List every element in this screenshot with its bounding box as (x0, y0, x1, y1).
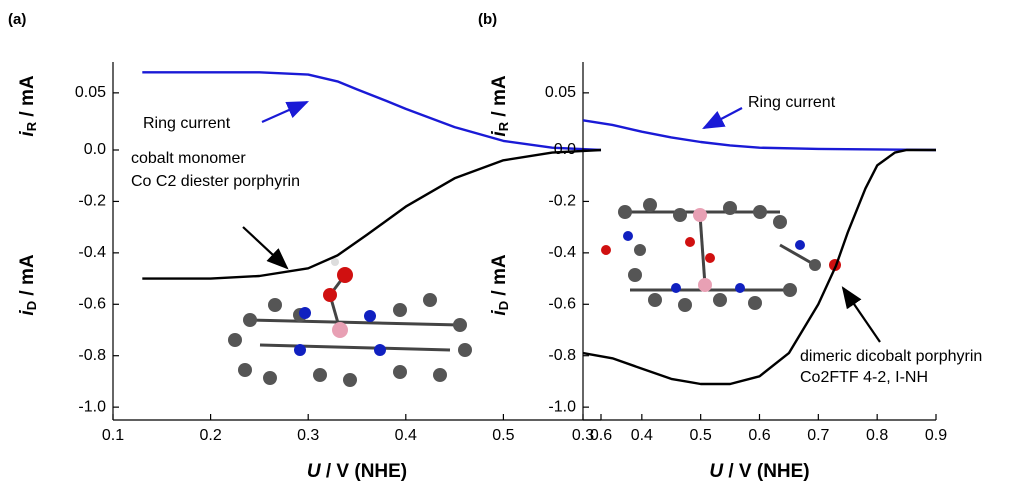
y-tick-label: -0.8 (78, 347, 106, 364)
axis-symbol: i (17, 310, 38, 316)
annotation-arrow (242, 226, 289, 270)
annotation: Co C2 diester porphyrin (131, 173, 300, 190)
y-tick-label: -0.6 (78, 296, 106, 313)
x-tick-label: 0.4 (631, 427, 653, 444)
axis-unit: / mA (489, 254, 510, 301)
axis-symbol: i (17, 131, 38, 137)
y-tick-label: 0.0 (84, 141, 106, 158)
y-tick-label: 0.0 (554, 141, 576, 158)
x-tick-label: 0.5 (492, 427, 514, 444)
panel-label: (a) (8, 11, 26, 28)
x-tick-label: 0.6 (748, 427, 770, 444)
axis-subscript: R (496, 121, 511, 131)
axis-symbol: U (307, 461, 322, 482)
annotation: dimeric dicobalt porphyrin (800, 348, 982, 365)
y-tick-label: -0.4 (548, 244, 576, 261)
axis-label: U / V (NHE) (709, 461, 809, 482)
axis-label: iR / mA (17, 75, 39, 136)
x-tick-label: 0.6 (590, 427, 612, 444)
annotation-arrow (841, 286, 881, 343)
axis-subscript: D (496, 301, 511, 310)
axis-unit: / mA (17, 75, 38, 122)
molecule-b (601, 198, 841, 312)
axis-label: iD / mA (489, 254, 511, 315)
axis-unit: / V (NHE) (723, 461, 810, 482)
molecule-a (228, 258, 472, 387)
data-line (582, 148, 936, 386)
y-tick-label: -1.0 (548, 398, 576, 415)
annotation: Ring current (143, 115, 231, 132)
axis-unit: / mA (17, 254, 38, 301)
y-tick-label: -0.2 (78, 193, 106, 210)
y-tick-label: -0.2 (548, 193, 576, 210)
y-tick-label: 0.05 (75, 84, 106, 101)
axis-symbol: U (709, 461, 724, 482)
axis-unit: / mA (489, 75, 510, 122)
x-tick-label: 0.4 (395, 427, 417, 444)
y-tick-label: -0.8 (548, 347, 576, 364)
x-tick-label: 0.3 (572, 427, 594, 444)
y-tick-label: -1.0 (78, 398, 106, 415)
data-line (142, 148, 602, 280)
data-line (582, 119, 937, 152)
annotation-arrow (702, 107, 743, 130)
x-tick-label: 0.3 (297, 427, 319, 444)
panel-label: (b) (478, 11, 497, 28)
annotation: cobalt monomer (131, 150, 246, 167)
x-tick-label: 0.8 (866, 427, 888, 444)
data-line (142, 71, 602, 152)
y-tick-label: -0.6 (548, 296, 576, 313)
x-tick-label: 0.9 (925, 427, 947, 444)
axis-unit: / V (NHE) (321, 461, 408, 482)
annotation: Co2FTF 4-2, I-NH (800, 369, 928, 386)
axis-subscript: D (24, 301, 39, 310)
x-tick-label: 0.5 (690, 427, 712, 444)
axis-symbol: i (489, 131, 510, 137)
y-tick-label: -0.4 (78, 244, 106, 261)
x-tick-label: 0.2 (199, 427, 221, 444)
axis-subscript: R (24, 121, 39, 131)
x-tick-label: 0.7 (807, 427, 829, 444)
x-tick-label: 0.1 (102, 427, 124, 444)
y-tick-label: 0.05 (545, 84, 576, 101)
annotation-arrow (261, 100, 310, 124)
axis-label: U / V (NHE) (307, 461, 407, 482)
axis-label: iD / mA (17, 254, 39, 315)
axis-label: iR / mA (489, 75, 511, 136)
axis-symbol: i (489, 310, 510, 316)
annotation: Ring current (748, 94, 836, 111)
